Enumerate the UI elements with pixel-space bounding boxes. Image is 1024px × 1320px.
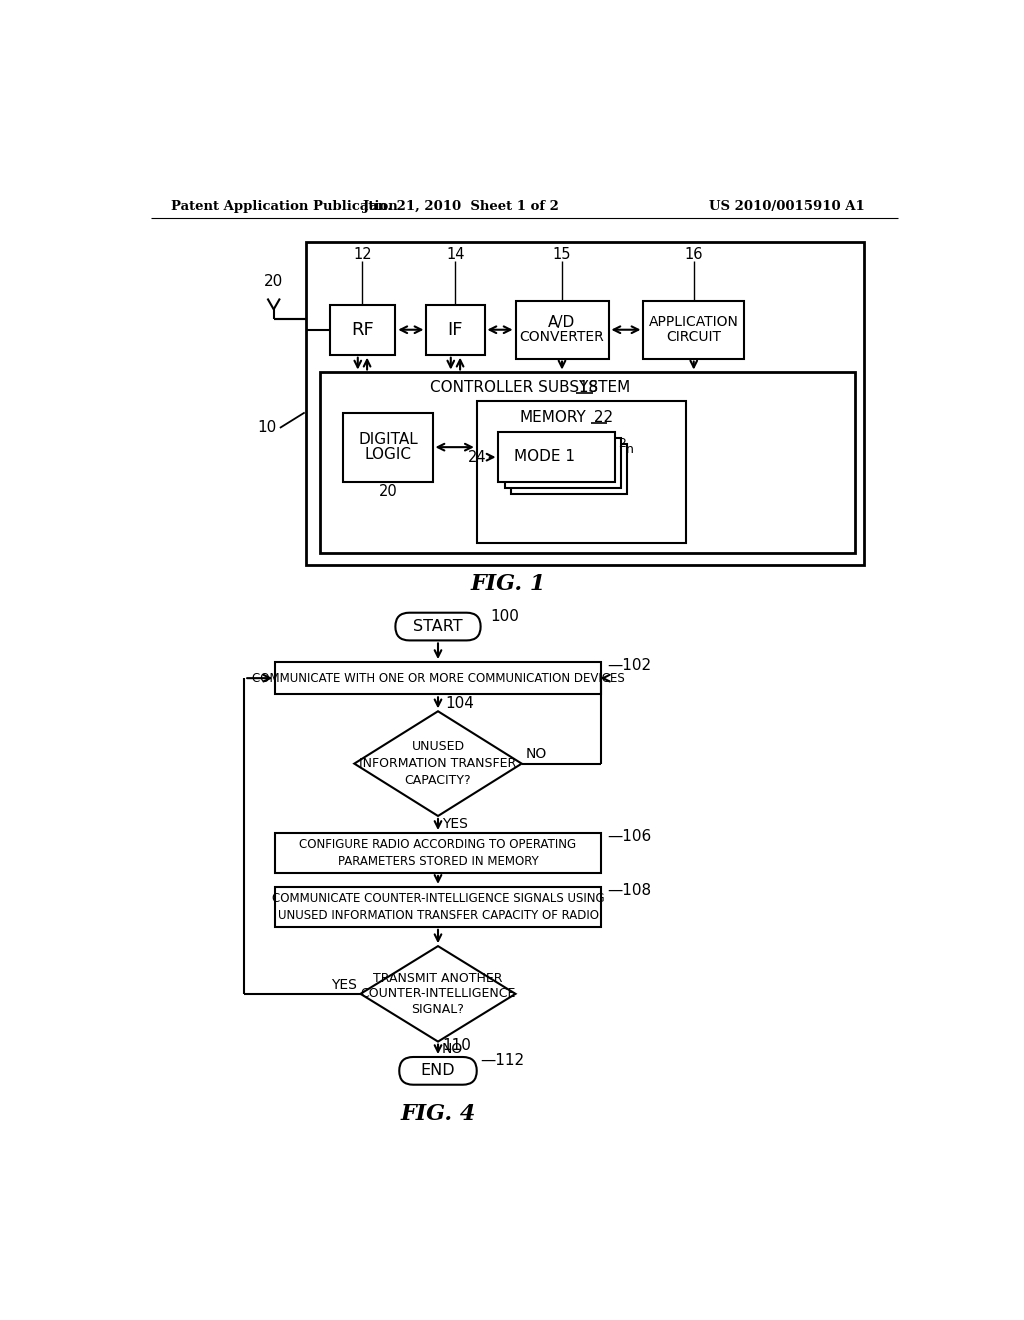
Text: 24: 24 — [467, 450, 486, 465]
Text: CONTROLLER SUBSYSTEM: CONTROLLER SUBSYSTEM — [430, 380, 631, 396]
Text: FIG. 1: FIG. 1 — [470, 573, 546, 595]
Text: 10: 10 — [258, 420, 276, 436]
Text: US 2010/0015910 A1: US 2010/0015910 A1 — [710, 199, 865, 213]
Bar — [275, 663, 601, 694]
Bar — [275, 833, 601, 873]
Bar — [275, 887, 601, 927]
Text: UNUSED: UNUSED — [412, 741, 465, 754]
Text: MODE 1: MODE 1 — [514, 449, 575, 465]
Text: COMMUNICATE WITH ONE OR MORE COMMUNICATION DEVICES: COMMUNICATE WITH ONE OR MORE COMMUNICATI… — [252, 672, 625, 685]
Text: NO: NO — [525, 747, 547, 762]
Text: LOGIC: LOGIC — [365, 447, 412, 462]
Text: COMMUNICATE COUNTER-INTELLIGENCE SIGNALS USING: COMMUNICATE COUNTER-INTELLIGENCE SIGNALS… — [271, 892, 604, 906]
Text: INFORMATION TRANSFER: INFORMATION TRANSFER — [359, 758, 517, 770]
Text: A/D: A/D — [549, 314, 575, 330]
FancyBboxPatch shape — [399, 1057, 477, 1085]
Bar — [321, 372, 855, 553]
Bar — [511, 444, 627, 494]
Text: 110: 110 — [442, 1038, 471, 1053]
Polygon shape — [354, 711, 521, 816]
Text: CAPACITY?: CAPACITY? — [404, 774, 471, 787]
Text: 20: 20 — [379, 483, 397, 499]
Text: 14: 14 — [446, 247, 465, 263]
Text: APPLICATION: APPLICATION — [649, 315, 738, 329]
Text: Patent Application Publication: Patent Application Publication — [171, 199, 397, 213]
Text: TRANSMIT ANOTHER: TRANSMIT ANOTHER — [374, 972, 503, 985]
Bar — [477, 401, 686, 544]
Bar — [426, 305, 484, 355]
Text: 104: 104 — [445, 696, 475, 711]
Text: CONFIGURE RADIO ACCORDING TO OPERATING: CONFIGURE RADIO ACCORDING TO OPERATING — [299, 838, 577, 851]
Text: 12: 12 — [353, 247, 372, 263]
Text: 15: 15 — [553, 247, 571, 263]
Text: SIGNAL?: SIGNAL? — [412, 1003, 465, 1016]
Text: —108: —108 — [607, 883, 651, 898]
Bar — [515, 301, 608, 359]
Text: YES: YES — [442, 817, 468, 832]
Text: 22: 22 — [589, 411, 613, 425]
Text: START: START — [414, 619, 463, 634]
Bar — [330, 305, 395, 355]
Bar — [505, 438, 621, 488]
Text: 16: 16 — [684, 247, 703, 263]
Text: NO: NO — [442, 1043, 463, 1056]
Polygon shape — [360, 946, 515, 1041]
Bar — [643, 301, 744, 359]
Text: 2: 2 — [618, 437, 627, 450]
Text: n: n — [626, 444, 634, 455]
Text: 20: 20 — [263, 275, 283, 289]
Text: COUNTER-INTELLIGENCE: COUNTER-INTELLIGENCE — [360, 987, 516, 1001]
Text: MEMORY: MEMORY — [519, 411, 586, 425]
Text: RF: RF — [351, 321, 374, 339]
Text: PARAMETERS STORED IN MEMORY: PARAMETERS STORED IN MEMORY — [338, 855, 539, 869]
Text: 100: 100 — [489, 609, 519, 624]
Text: YES: YES — [331, 978, 356, 991]
Text: CONVERTER: CONVERTER — [519, 330, 604, 345]
Text: DIGITAL: DIGITAL — [358, 432, 418, 447]
Bar — [499, 432, 614, 482]
Text: UNUSED INFORMATION TRANSFER CAPACITY OF RADIO: UNUSED INFORMATION TRANSFER CAPACITY OF … — [278, 908, 598, 921]
Text: FIG. 4: FIG. 4 — [400, 1104, 476, 1125]
Text: 18: 18 — [573, 380, 598, 396]
Text: END: END — [421, 1064, 456, 1078]
Bar — [343, 412, 432, 482]
Text: Jan. 21, 2010  Sheet 1 of 2: Jan. 21, 2010 Sheet 1 of 2 — [364, 199, 559, 213]
Text: —106: —106 — [607, 829, 651, 845]
Text: —112: —112 — [480, 1053, 524, 1068]
Bar — [306, 242, 864, 565]
Text: —102: —102 — [607, 659, 651, 673]
FancyBboxPatch shape — [395, 612, 480, 640]
Text: IF: IF — [447, 321, 463, 339]
Text: CIRCUIT: CIRCUIT — [667, 330, 721, 345]
